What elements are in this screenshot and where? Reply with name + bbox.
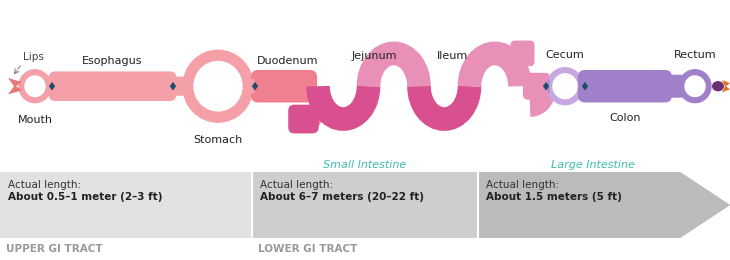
Circle shape — [553, 74, 577, 99]
FancyBboxPatch shape — [660, 75, 685, 98]
Circle shape — [183, 50, 253, 122]
Text: Large Intestine: Large Intestine — [551, 160, 635, 170]
FancyBboxPatch shape — [171, 77, 188, 96]
FancyBboxPatch shape — [523, 73, 550, 100]
Circle shape — [194, 62, 242, 111]
FancyBboxPatch shape — [250, 79, 255, 93]
Circle shape — [679, 70, 711, 103]
Text: Small Intestine: Small Intestine — [323, 160, 407, 170]
FancyBboxPatch shape — [578, 70, 672, 102]
Polygon shape — [0, 172, 252, 238]
Text: Lips: Lips — [23, 51, 44, 62]
Text: Stomach: Stomach — [193, 135, 242, 146]
Polygon shape — [582, 82, 588, 90]
Text: About 6–7 meters (20–22 ft): About 6–7 meters (20–22 ft) — [260, 192, 424, 202]
Polygon shape — [722, 80, 730, 92]
Circle shape — [25, 76, 45, 96]
FancyBboxPatch shape — [548, 79, 549, 93]
Text: Ileum: Ileum — [437, 50, 468, 61]
Text: Actual length:: Actual length: — [486, 180, 559, 190]
Circle shape — [547, 68, 583, 105]
Polygon shape — [252, 82, 258, 90]
Text: Actual length:: Actual length: — [8, 180, 81, 190]
Text: Cecum: Cecum — [545, 49, 585, 60]
FancyBboxPatch shape — [49, 72, 177, 101]
FancyBboxPatch shape — [288, 105, 319, 133]
Polygon shape — [8, 78, 22, 94]
FancyBboxPatch shape — [251, 70, 317, 102]
Text: About 1.5 meters (5 ft): About 1.5 meters (5 ft) — [486, 192, 622, 202]
Text: Actual length:: Actual length: — [260, 180, 333, 190]
Polygon shape — [478, 172, 730, 238]
Text: Jejunum: Jejunum — [352, 50, 397, 61]
FancyBboxPatch shape — [510, 41, 534, 66]
Polygon shape — [0, 172, 730, 238]
Text: About 0.5–1 meter (2–3 ft): About 0.5–1 meter (2–3 ft) — [8, 192, 163, 202]
Circle shape — [685, 76, 705, 96]
Circle shape — [19, 70, 51, 103]
Polygon shape — [252, 172, 478, 238]
Text: LOWER GI TRACT: LOWER GI TRACT — [258, 244, 357, 254]
Ellipse shape — [712, 81, 724, 91]
Polygon shape — [49, 82, 55, 90]
Polygon shape — [170, 82, 176, 90]
Text: Duodenum: Duodenum — [257, 56, 319, 66]
Text: UPPER GI TRACT: UPPER GI TRACT — [6, 244, 103, 254]
Polygon shape — [543, 82, 549, 90]
FancyBboxPatch shape — [289, 105, 317, 133]
Text: Esophagus: Esophagus — [82, 56, 143, 66]
Text: Colon: Colon — [610, 113, 641, 123]
Text: Rectum: Rectum — [674, 49, 716, 60]
Text: Mouth: Mouth — [18, 115, 53, 125]
